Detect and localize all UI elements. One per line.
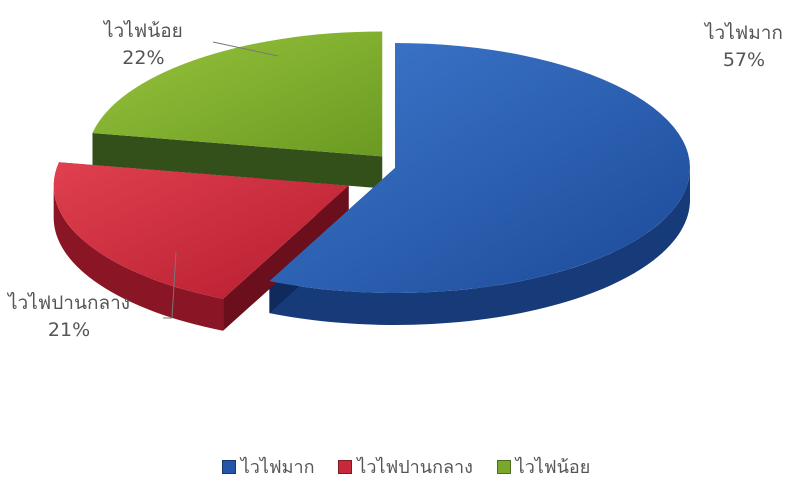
leader-line-1: [163, 251, 177, 319]
leader-line-0: [212, 41, 279, 57]
slice-label-0: ไวไฟมาก 57%: [705, 20, 783, 73]
legend-swatch-1: [338, 459, 353, 474]
pie-slice-0: [269, 43, 690, 294]
pie-slice-2: [92, 31, 383, 157]
slice-category-2: ไวไฟน้อย: [104, 20, 183, 42]
slice-percent-2: 22%: [122, 46, 165, 69]
legend-swatch-2: [496, 459, 511, 474]
slice-percent-0: 57%: [722, 48, 766, 71]
legend-label-1: ไวไฟปานกลาง: [357, 457, 473, 478]
pie-slice-1: [53, 162, 349, 299]
slice-category-0: ไวไฟมาก: [705, 22, 783, 44]
legend-swatch-0: [221, 459, 236, 474]
slice-label-2: ไวไฟน้อย 22%: [104, 18, 183, 71]
legend-item-1: ไวไฟปานกลาง: [338, 452, 473, 481]
legend-item-0: ไวไฟมาก: [221, 452, 315, 481]
chart-legend: ไวไฟมาก ไวไฟปานกลาง ไวไฟน้อย: [0, 452, 812, 481]
legend-label-2: ไวไฟน้อย: [515, 457, 591, 478]
slice-label-1: ไวไฟปานกลาง 21%: [8, 290, 130, 343]
slice-category-1: ไวไฟปานกลาง: [8, 292, 131, 314]
legend-item-2: ไวไฟน้อย: [496, 452, 591, 481]
slice-percent-1: 21%: [47, 318, 91, 341]
pie-slice-side-2: [92, 133, 383, 189]
legend-label-0: ไวไฟมาก: [240, 457, 315, 478]
